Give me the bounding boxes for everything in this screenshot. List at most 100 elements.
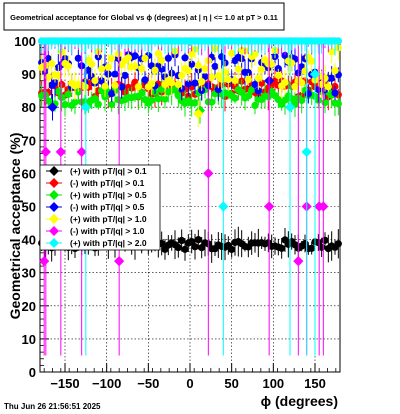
outlier-point (293, 256, 304, 267)
y-tick-label: 0 (29, 365, 36, 380)
data-point (278, 244, 286, 252)
data-point (111, 70, 119, 78)
data-point (91, 76, 99, 85)
data-point (48, 60, 56, 68)
data-point (178, 71, 186, 80)
data-point (244, 75, 252, 84)
data-point (148, 96, 156, 104)
data-point (218, 53, 226, 61)
data-point (98, 77, 106, 85)
data-point (41, 62, 49, 70)
data-point (138, 89, 146, 97)
data-point (208, 98, 216, 106)
outlier-point (193, 108, 204, 119)
data-point (231, 94, 239, 102)
data-point (298, 96, 306, 105)
data-point (224, 76, 232, 84)
data-point (314, 85, 322, 94)
y-tick-label: 40 (22, 233, 36, 248)
data-point (201, 65, 209, 73)
data-point (71, 98, 79, 106)
data-point (191, 99, 199, 107)
data-point (41, 91, 49, 99)
data-point (61, 101, 69, 109)
series-4 (38, 41, 342, 128)
data-point (151, 66, 159, 74)
y-axis-title: Geometrical acceptance (%) (7, 133, 23, 320)
y-tick-label: 90 (22, 67, 36, 82)
data-point (134, 83, 142, 91)
data-point (254, 87, 262, 95)
data-point (101, 82, 109, 90)
data-point (54, 87, 62, 96)
data-point (274, 65, 282, 73)
data-point (251, 80, 259, 89)
data-point (174, 243, 182, 252)
data-point (148, 80, 156, 88)
data-point (188, 60, 196, 68)
legend-marker (49, 166, 59, 176)
data-point (328, 48, 336, 56)
y-tick-label: 50 (22, 200, 36, 215)
legend-label: (+) with pT/|q| > 0.1 (70, 166, 147, 176)
data-point (194, 61, 202, 70)
data-point (64, 90, 72, 98)
data-point (334, 240, 342, 248)
y-tick-label: 60 (22, 166, 36, 181)
data-point (81, 83, 89, 91)
data-point (324, 83, 332, 91)
y-tick-label: 80 (22, 100, 36, 115)
x-tick-label: −50 (137, 376, 159, 391)
x-axis-title: ϕ (degrees) (261, 393, 338, 409)
data-point (154, 95, 162, 103)
data-point (131, 62, 139, 70)
series-6 (38, 37, 342, 356)
data-point (308, 57, 316, 65)
title-box (3, 2, 285, 31)
data-point (234, 65, 242, 73)
data-point (334, 37, 342, 45)
data-point (291, 82, 299, 91)
data-point (178, 236, 186, 245)
data-point (298, 79, 306, 87)
data-point (191, 243, 199, 251)
legend-marker (49, 238, 59, 248)
data-point (121, 71, 129, 80)
data-point (328, 74, 336, 82)
x-tick-label: −100 (92, 376, 121, 391)
data-point (198, 77, 206, 86)
data-point (281, 51, 289, 60)
data-point (228, 245, 236, 254)
outlier-point (264, 201, 275, 212)
x-tick-label: 100 (262, 376, 284, 391)
legend-marker (49, 190, 59, 200)
data-point (231, 76, 239, 85)
data-point (161, 95, 169, 103)
data-point (131, 52, 139, 60)
data-point (268, 60, 276, 68)
data-point (181, 54, 189, 62)
y-tick-label: 70 (22, 133, 36, 148)
data-point (141, 76, 149, 84)
data-point (98, 65, 106, 73)
data-point (104, 63, 112, 71)
data-point (321, 74, 329, 82)
data-point (174, 80, 182, 89)
data-point (184, 66, 192, 75)
data-point (184, 80, 192, 88)
legend-marker (49, 226, 59, 236)
data-point (64, 62, 72, 70)
chart-title: Geometrical acceptance for Global vs ϕ (… (10, 13, 278, 22)
data-point (251, 101, 259, 110)
data-point (321, 236, 329, 244)
data-point (308, 244, 316, 252)
data-point (254, 74, 262, 82)
data-point (208, 73, 216, 81)
data-point (138, 64, 146, 73)
data-point (244, 68, 252, 77)
data-point (94, 100, 102, 108)
outlier-point (76, 146, 87, 157)
y-tick-label: 10 (22, 332, 36, 347)
data-point (188, 237, 196, 246)
data-point (334, 100, 342, 108)
